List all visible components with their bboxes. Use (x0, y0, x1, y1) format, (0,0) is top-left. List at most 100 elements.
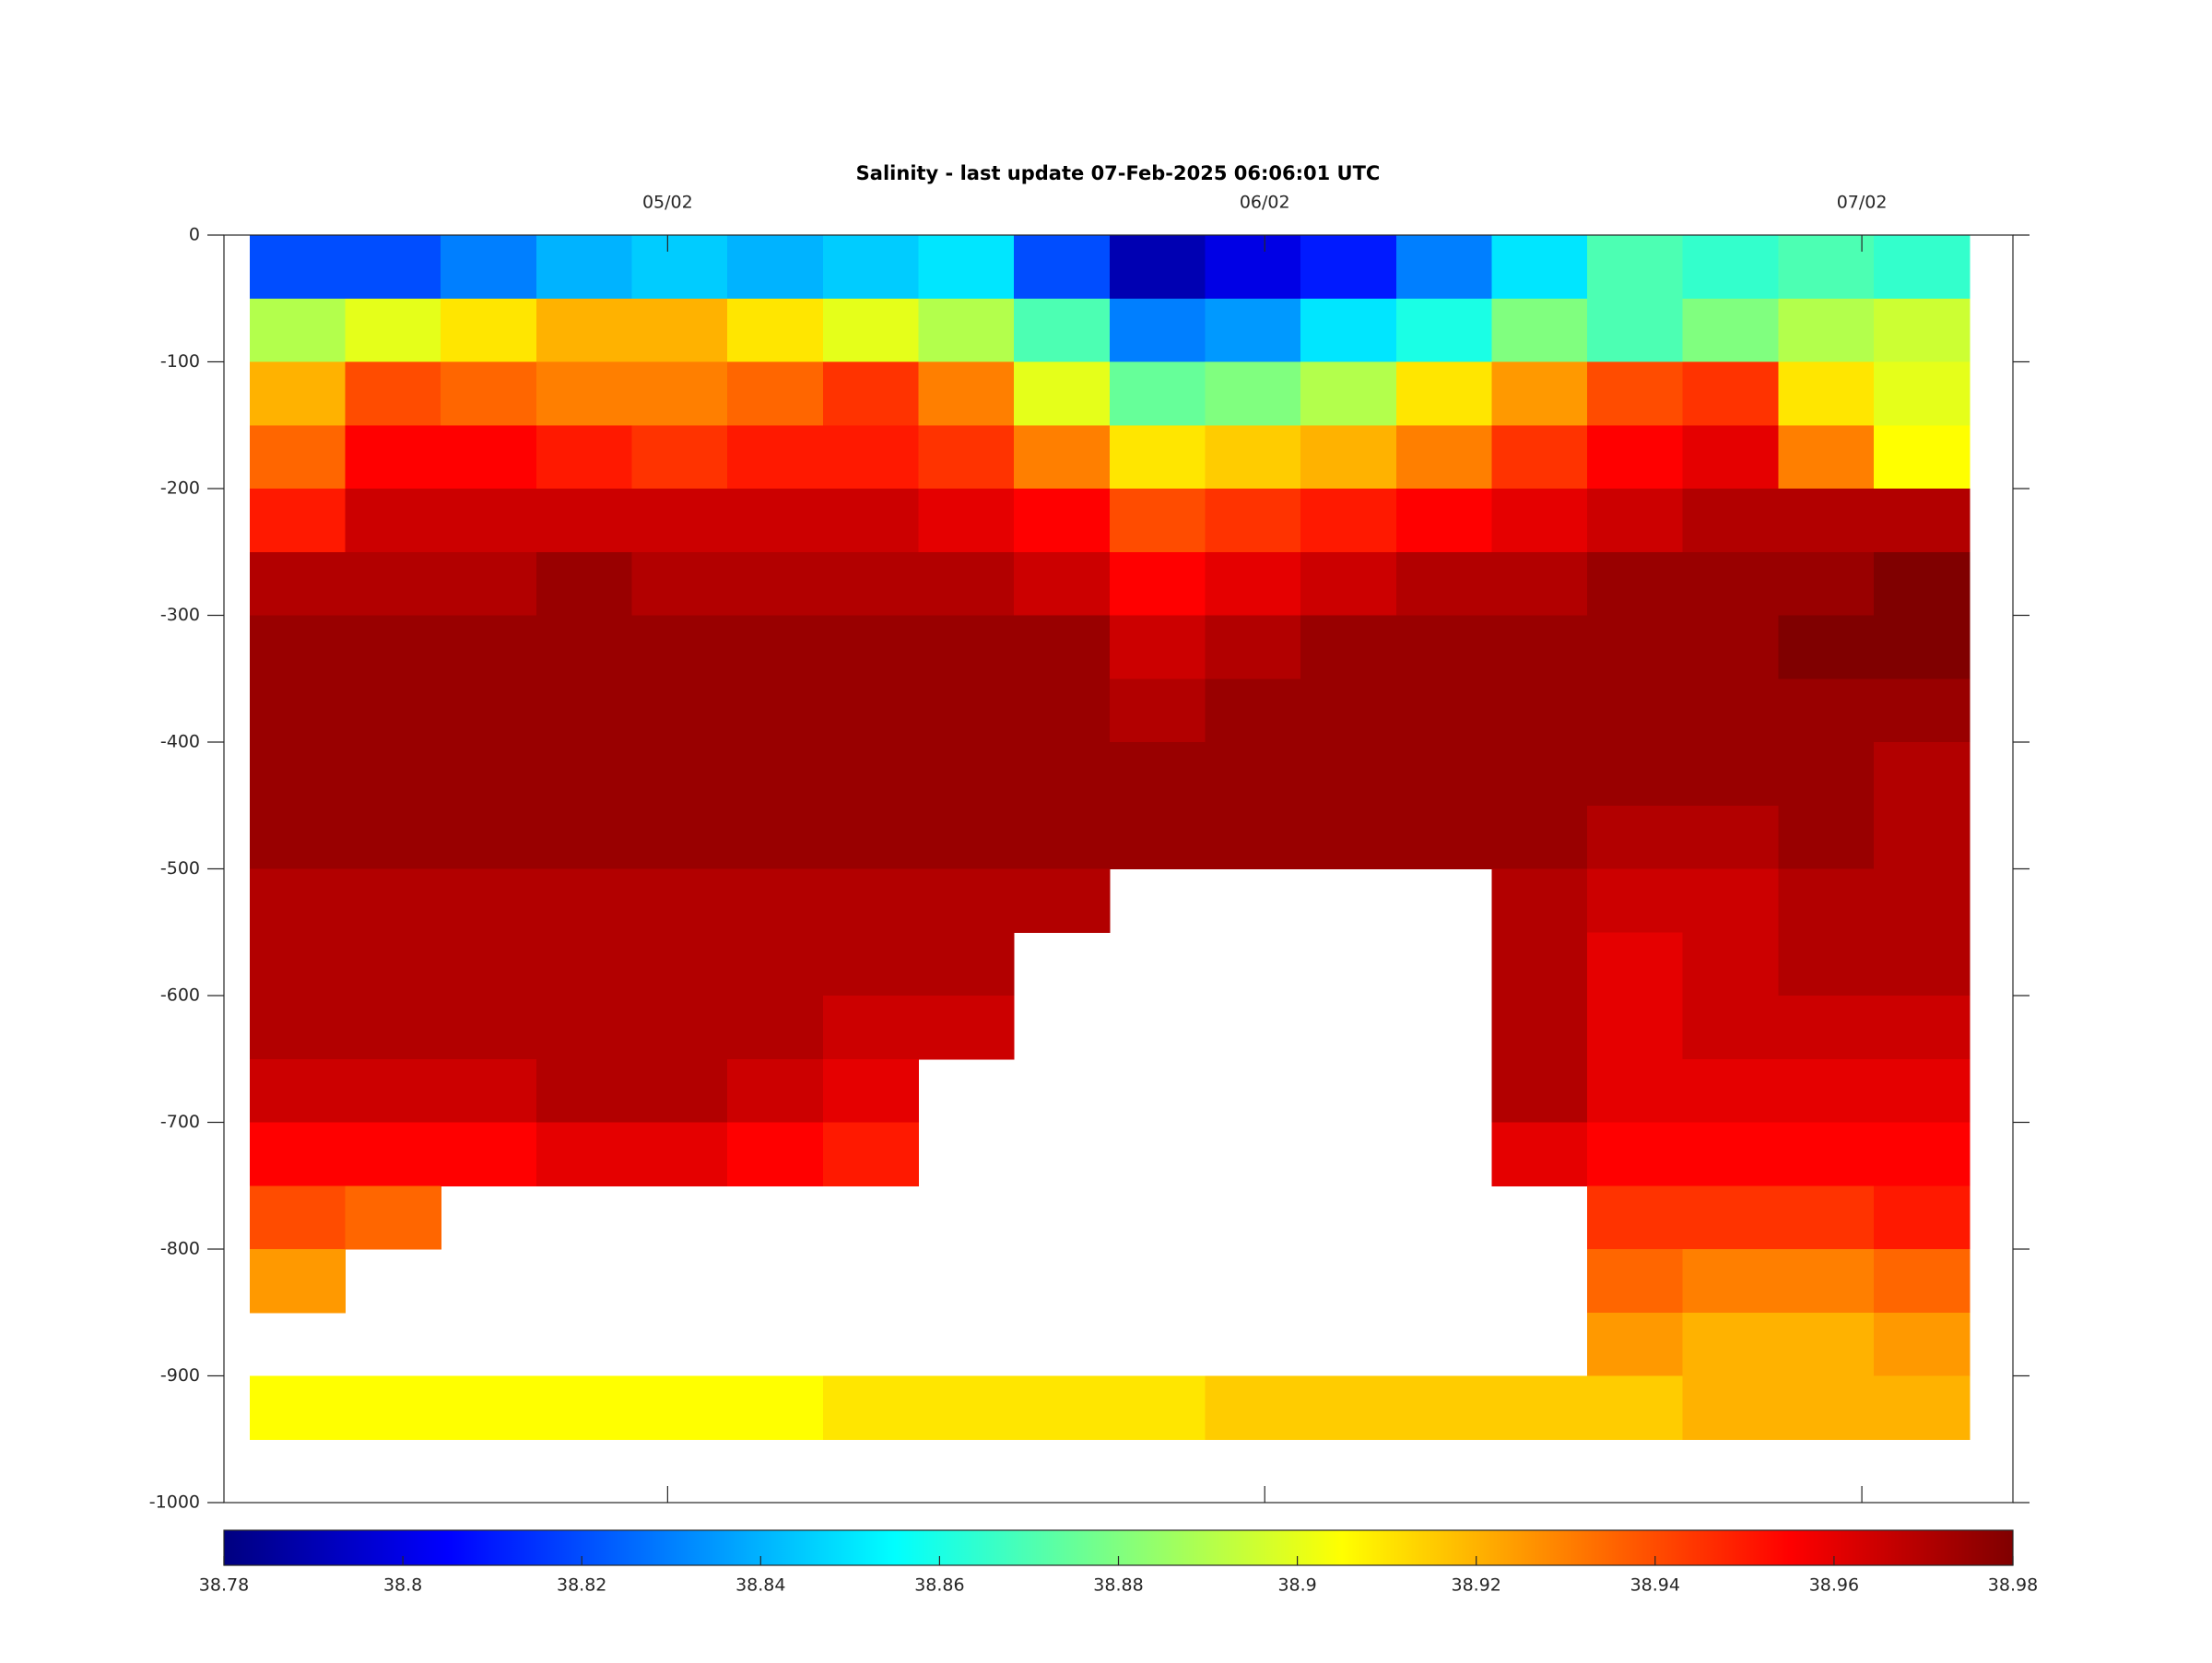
cell (1300, 805, 1397, 870)
cell (345, 678, 441, 743)
cell (1014, 361, 1111, 426)
cell (1682, 615, 1779, 679)
cell (1300, 361, 1397, 426)
cell (345, 1185, 441, 1250)
cell (1874, 1375, 1971, 1440)
cell (535, 1058, 633, 1124)
cell (441, 996, 537, 1060)
cell (1874, 1058, 1971, 1124)
cell (727, 805, 824, 870)
cell (727, 1122, 824, 1186)
cell (535, 361, 633, 426)
cell (1778, 615, 1875, 679)
cell (1682, 1058, 1779, 1124)
cell (918, 678, 1015, 743)
cell (441, 425, 537, 489)
cell (441, 742, 537, 807)
cell (249, 805, 347, 870)
cell (1587, 615, 1684, 679)
cell (1778, 1185, 1875, 1250)
cell (1778, 1249, 1875, 1314)
cell (535, 551, 633, 617)
cell (249, 235, 347, 300)
cell (1300, 489, 1397, 553)
y-tick-label: -700 (160, 1112, 200, 1132)
x-tick-label: 05/02 (642, 193, 693, 213)
cell (1205, 298, 1301, 363)
colorbar-tick-label: 38.94 (1630, 1575, 1680, 1596)
cell (822, 742, 920, 807)
cell (822, 1375, 920, 1440)
cell (1014, 805, 1111, 870)
cell (1587, 235, 1684, 300)
cell (1205, 425, 1301, 489)
cell (1587, 868, 1684, 933)
x-tick-label: 06/02 (1240, 193, 1290, 213)
cell (631, 742, 728, 807)
cell (918, 425, 1015, 489)
cell (1491, 1058, 1588, 1124)
cell (822, 678, 920, 743)
cell (1587, 298, 1684, 363)
cell (441, 805, 537, 870)
cell (1395, 551, 1493, 617)
cell (345, 1375, 441, 1440)
cell (1587, 1058, 1684, 1124)
cell (1778, 298, 1875, 363)
cell (1300, 425, 1397, 489)
cell (1778, 1058, 1875, 1124)
cell (535, 805, 633, 870)
cell (1874, 1185, 1971, 1250)
cell (918, 361, 1015, 426)
cell (631, 235, 728, 300)
cell (1491, 489, 1588, 553)
cell (727, 298, 824, 363)
cell (1109, 1375, 1206, 1440)
cell (1874, 1122, 1971, 1186)
cell (1205, 235, 1301, 300)
cell (1491, 868, 1588, 933)
y-tick-label: -100 (160, 351, 200, 372)
cell (441, 615, 537, 679)
cell (631, 868, 728, 933)
cell (345, 615, 441, 679)
cell (1491, 361, 1588, 426)
cell (345, 425, 441, 489)
cell (1395, 805, 1493, 870)
cell (1682, 1249, 1779, 1314)
cell (1682, 1122, 1779, 1186)
cell (918, 868, 1015, 933)
y-tick-label: -1000 (149, 1492, 200, 1513)
cell (345, 742, 441, 807)
y-tick-label: -500 (160, 858, 200, 879)
cell (249, 1375, 347, 1440)
cell (1682, 235, 1779, 300)
cell (1014, 868, 1111, 933)
cell (822, 805, 920, 870)
cell (1682, 742, 1779, 807)
cell (1395, 742, 1493, 807)
cell (1491, 425, 1588, 489)
cell (1778, 489, 1875, 553)
cell (1014, 742, 1111, 807)
cell (918, 235, 1015, 300)
cell (535, 425, 633, 489)
cell (1682, 425, 1779, 489)
cell (1587, 805, 1684, 870)
cell (441, 1375, 537, 1440)
cell (249, 868, 347, 933)
cell (1587, 551, 1684, 617)
cell (1395, 678, 1493, 743)
cell (1491, 678, 1588, 743)
cell (822, 1058, 920, 1124)
cell (1682, 298, 1779, 363)
cell (1300, 742, 1397, 807)
cell (1014, 678, 1111, 743)
cell (249, 425, 347, 489)
cell (1395, 298, 1493, 363)
cell (918, 615, 1015, 679)
cell (822, 235, 920, 300)
cell (822, 1122, 920, 1186)
cell (727, 1375, 824, 1440)
